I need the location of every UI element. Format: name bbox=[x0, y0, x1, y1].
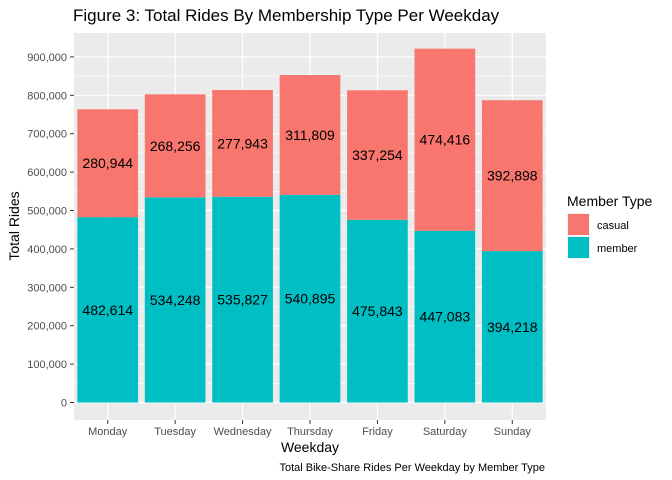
y-axis-title: Total Rides bbox=[6, 191, 22, 260]
data-label-casual-friday: 337,254 bbox=[352, 147, 403, 163]
y-tick-label: 300,000 bbox=[27, 282, 67, 294]
bar-casual-wednesday bbox=[212, 90, 273, 197]
bar-casual-monday bbox=[77, 109, 139, 218]
y-tick-label: 700,000 bbox=[27, 129, 67, 141]
legend: Member Type casual member bbox=[567, 193, 653, 259]
bar-member-thursday bbox=[279, 194, 341, 403]
data-label-casual-tuesday: 268,256 bbox=[150, 138, 201, 154]
legend-title: Member Type bbox=[567, 193, 653, 209]
chart-caption: Total Bike-Share Rides Per Weekday by Me… bbox=[279, 462, 545, 474]
bar-member-tuesday bbox=[144, 197, 206, 403]
data-label-casual-saturday: 474,416 bbox=[420, 132, 471, 148]
legend-label-casual: casual bbox=[597, 220, 629, 232]
data-label-casual-sunday: 392,898 bbox=[487, 168, 538, 184]
bars bbox=[77, 48, 543, 403]
bar-casual-friday bbox=[347, 90, 408, 220]
y-axis: 0 100,000 200,000 300,000 400,000 500,000 600,… bbox=[27, 52, 74, 410]
x-axis: Monday Tuesday Wednesday Thursday Friday Satu… bbox=[88, 420, 531, 438]
legend-label-member: member bbox=[597, 243, 638, 255]
bar-casual-saturday bbox=[414, 48, 476, 231]
y-tick-label: 100,000 bbox=[27, 359, 67, 371]
y-tick-label: 500,000 bbox=[27, 206, 67, 218]
bar-member-saturday bbox=[414, 230, 476, 403]
bar-casual-sunday bbox=[481, 100, 543, 252]
bar-casual-tuesday bbox=[144, 94, 206, 198]
x-tick-label: Tuesday bbox=[154, 426, 196, 438]
data-label-member-wednesday: 535,827 bbox=[217, 292, 268, 308]
bar-member-monday bbox=[77, 217, 139, 403]
bar-member-sunday bbox=[481, 251, 543, 403]
y-tick-label: 600,000 bbox=[27, 167, 67, 179]
data-label-member-saturday: 447,083 bbox=[420, 309, 471, 325]
data-label-casual-monday: 280,944 bbox=[82, 155, 133, 171]
data-label-casual-thursday: 311,809 bbox=[285, 127, 335, 143]
chart-title: Figure 3: Total Rides By Membership Type… bbox=[73, 6, 500, 25]
x-tick-label: Monday bbox=[88, 426, 128, 438]
bar-casual-thursday bbox=[279, 75, 341, 195]
legend-swatch-casual bbox=[568, 214, 589, 235]
x-tick-label: Wednesday bbox=[214, 426, 272, 438]
y-tick-label: 0 bbox=[61, 398, 67, 410]
bar-member-friday bbox=[347, 219, 408, 403]
data-label-member-sunday: 394,218 bbox=[487, 319, 538, 335]
data-label-casual-wednesday: 277,943 bbox=[217, 135, 268, 151]
data-label-member-thursday: 540,895 bbox=[285, 291, 336, 307]
data-label-member-monday: 482,614 bbox=[82, 302, 133, 318]
x-tick-label: Thursday bbox=[287, 426, 333, 438]
y-tick-label: 200,000 bbox=[27, 321, 67, 333]
legend-swatch-member bbox=[568, 237, 589, 258]
x-axis-title: Weekday bbox=[281, 439, 339, 455]
y-tick-label: 900,000 bbox=[27, 52, 67, 64]
x-tick-label: Saturday bbox=[423, 426, 468, 438]
data-label-member-tuesday: 534,248 bbox=[150, 292, 201, 308]
bar-member-wednesday bbox=[212, 196, 273, 403]
x-tick-label: Sunday bbox=[494, 426, 532, 438]
y-tick-label: 400,000 bbox=[27, 244, 67, 256]
y-tick-label: 800,000 bbox=[27, 90, 67, 102]
x-tick-label: Friday bbox=[362, 426, 393, 438]
data-label-member-friday: 475,843 bbox=[352, 303, 403, 319]
bar-data-labels: 482,614 280,944 534,248 268,256 535,827 277,9… bbox=[82, 127, 537, 335]
